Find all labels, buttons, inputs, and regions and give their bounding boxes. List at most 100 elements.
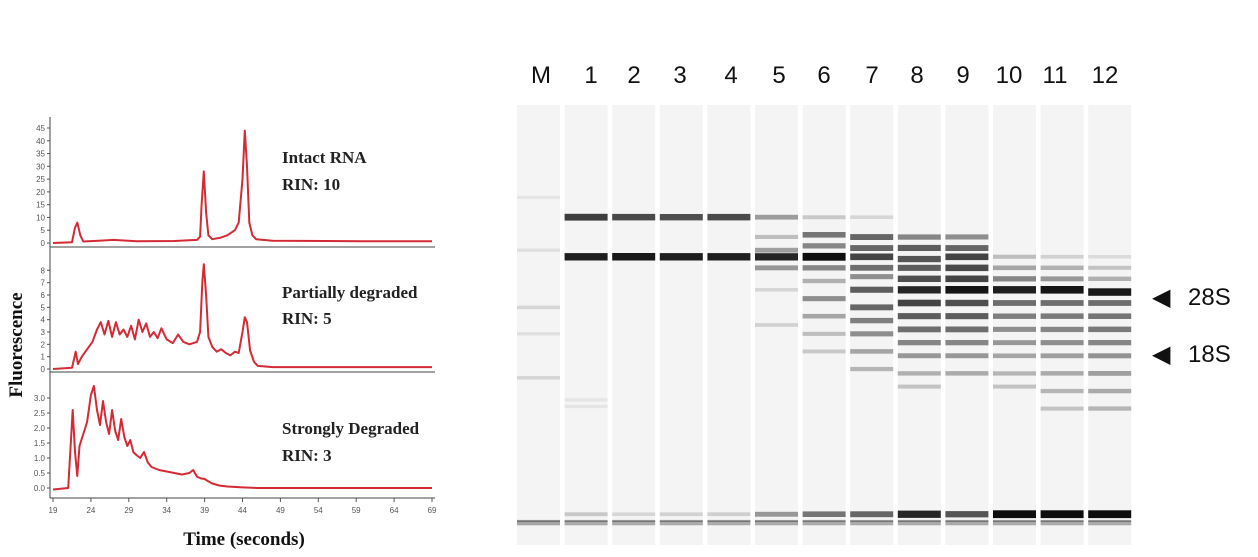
gel-band xyxy=(612,520,656,526)
gel-band xyxy=(1040,300,1084,306)
gel-band xyxy=(1088,353,1132,359)
gel-lower-marker-line xyxy=(755,519,798,522)
gel-band xyxy=(755,323,798,327)
y-tick-label: 5 xyxy=(41,303,46,312)
y-tick-label: 30 xyxy=(36,162,45,171)
x-tick-layer: 19 24 29 34 39 44 49 54 59 64 69 xyxy=(49,498,437,515)
gel-band xyxy=(1088,340,1132,346)
lane-label-8: 8 xyxy=(910,62,923,89)
gel-band xyxy=(1040,313,1084,319)
x-tick-label: 54 xyxy=(314,506,323,515)
gel-band xyxy=(802,313,846,319)
gel-band xyxy=(1040,510,1084,519)
gel-band xyxy=(1088,388,1132,394)
lane-layer xyxy=(517,105,1132,545)
gel-band xyxy=(993,326,1036,332)
gel-band xyxy=(993,520,1036,526)
gel-band xyxy=(1088,406,1132,411)
lane-background xyxy=(1040,105,1084,545)
gel-band xyxy=(993,371,1036,376)
gel-band xyxy=(945,299,989,307)
gel-band xyxy=(707,213,751,221)
gel-band xyxy=(945,326,989,333)
gel-band xyxy=(564,512,608,517)
panel-1-annotation-line-2: RIN: 10 xyxy=(282,175,340,194)
gel-band xyxy=(993,276,1036,282)
gel-band xyxy=(707,512,751,517)
panel-3-annotation-line-2: RIN: 3 xyxy=(282,446,332,465)
lane-label-1: 1 xyxy=(584,62,597,89)
y-tick-label: 5 xyxy=(41,226,46,235)
gel-band xyxy=(1088,520,1132,526)
gel-band xyxy=(802,243,846,249)
gel-band xyxy=(897,234,941,240)
lane-label-10: 10 xyxy=(996,62,1023,89)
x-tick-label: 44 xyxy=(238,506,247,515)
y-tick-label: 20 xyxy=(36,188,45,197)
gel-band xyxy=(1088,288,1132,296)
gel-band xyxy=(802,232,846,238)
gel-band xyxy=(945,340,989,346)
panel-2-annotation-line-1: Partially degraded xyxy=(282,283,418,302)
gel-band xyxy=(1088,510,1132,519)
gel-band xyxy=(945,245,989,251)
y-axis-title: Fluorescence xyxy=(6,292,27,397)
y-tick-label: 0.5 xyxy=(34,469,46,478)
gel-lower-marker-line xyxy=(659,519,703,522)
gel-band xyxy=(850,317,894,324)
panel-3-annotation-line-1: Strongly Degraded xyxy=(282,419,420,438)
gel-band xyxy=(897,384,941,389)
gel-band xyxy=(755,520,798,526)
gel-lower-marker-line xyxy=(802,519,846,522)
gel-band xyxy=(755,288,798,292)
gel-band xyxy=(1088,300,1132,306)
y-tick-label: 0 xyxy=(41,365,46,374)
gel-lower-marker-line xyxy=(897,519,941,522)
gel-band xyxy=(897,244,941,251)
gel-image: M 1 2 3 4 5 6 7 8 9 10 11 12 ◀ 28S ◀ 18S xyxy=(517,62,1231,545)
y-tick-layer: 0510152025303540450123456780.00.51.01.52… xyxy=(34,124,50,493)
gel-lane-7 xyxy=(850,105,894,545)
gel-band xyxy=(945,286,989,294)
lane-label-7: 7 xyxy=(865,62,878,89)
gel-band xyxy=(1040,371,1084,376)
lane-background xyxy=(1088,105,1132,545)
gel-lane-1 xyxy=(564,105,608,545)
lane-background xyxy=(755,105,798,545)
gel-band xyxy=(945,371,989,376)
gel-band xyxy=(659,520,703,526)
y-tick-label: 7 xyxy=(41,279,46,288)
gel-band xyxy=(802,296,846,302)
gel-band xyxy=(897,275,941,282)
marker-28s-arrow: ◀ xyxy=(1152,284,1171,311)
lane-background xyxy=(993,105,1036,545)
lane-background xyxy=(659,105,703,545)
gel-lane-5 xyxy=(755,105,798,545)
gel-band xyxy=(612,253,656,261)
gel-band xyxy=(850,264,894,271)
gel-band xyxy=(1040,326,1084,333)
gel-band xyxy=(802,278,846,284)
gel-band xyxy=(755,253,798,261)
gel-band xyxy=(755,265,798,271)
gel-band xyxy=(802,520,846,526)
x-tick-label: 24 xyxy=(86,506,95,515)
trace-layer xyxy=(52,129,432,491)
gel-band xyxy=(945,520,989,526)
gel-band xyxy=(1088,255,1132,259)
lane-label-M: M xyxy=(531,62,551,89)
gel-band xyxy=(850,331,894,337)
y-tick-label: 15 xyxy=(36,201,45,210)
gel-lower-marker-line xyxy=(1088,519,1132,522)
gel-lower-marker-line xyxy=(850,519,894,522)
gel-lane-9 xyxy=(945,105,989,545)
x-tick-label: 69 xyxy=(428,506,437,515)
gel-band xyxy=(897,326,941,333)
marker-18s: ◀ 18S xyxy=(1152,341,1231,368)
gel-band xyxy=(945,234,989,240)
gel-lower-marker-line xyxy=(612,519,656,522)
gel-band xyxy=(1040,353,1084,359)
gel-band xyxy=(897,520,941,526)
gel-band xyxy=(897,371,941,376)
gel-band xyxy=(897,299,941,307)
